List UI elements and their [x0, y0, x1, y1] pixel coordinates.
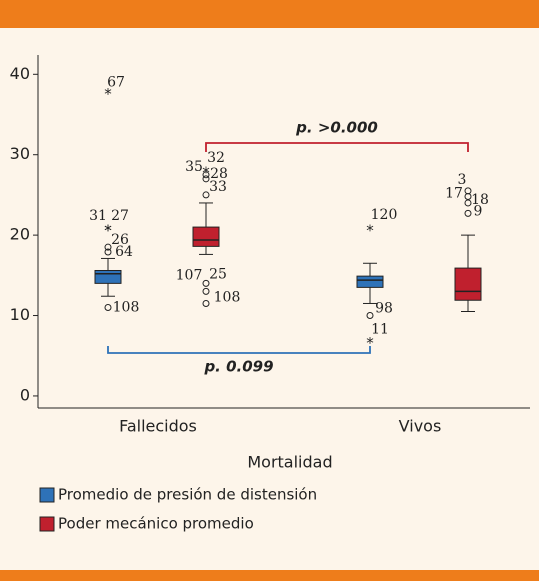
outlier-star: *	[104, 222, 112, 240]
box	[192, 226, 220, 247]
x-tick-label: Fallecidos	[119, 417, 197, 436]
outlier-label: 26	[111, 232, 129, 248]
outlier-circle	[464, 199, 472, 207]
outlier-label: 3	[458, 172, 467, 188]
outlier-label: 27	[111, 208, 129, 224]
outlier-star: *	[366, 222, 374, 240]
outlier-label: 35	[185, 159, 203, 175]
outlier-circle	[464, 209, 472, 217]
outlier-label: 67	[107, 74, 125, 90]
outlier-circle	[202, 287, 210, 295]
outlier-label: 108	[113, 299, 140, 315]
y-tick-label: 10	[10, 305, 30, 324]
outlier-circle	[104, 303, 112, 311]
legend-swatch	[39, 487, 55, 503]
y-tick-label: 20	[10, 225, 30, 244]
box	[94, 269, 122, 284]
outlier-circle	[202, 279, 210, 287]
top-band	[0, 0, 539, 28]
outlier-label: 9	[474, 203, 483, 219]
outlier-label: 120	[371, 207, 398, 223]
bracket-label: p. >0.000	[295, 119, 378, 137]
outlier-label: 107	[176, 267, 203, 283]
bottom-band	[0, 570, 539, 581]
outlier-label: 11	[371, 322, 389, 338]
outlier-star: *	[366, 334, 374, 352]
legend-label: Poder mecánico promedio	[58, 515, 254, 533]
outlier-label: 32	[207, 150, 225, 166]
outlier-label: 108	[214, 289, 241, 305]
y-tick-label: 40	[10, 64, 30, 83]
outlier-circle	[202, 191, 210, 199]
bracket	[107, 346, 371, 354]
outlier-star: *	[202, 164, 210, 182]
bracket-label: p. 0.099	[203, 358, 273, 376]
outlier-label: 33	[209, 179, 227, 195]
y-tick-label: 30	[10, 144, 30, 163]
outlier-star: *	[104, 222, 112, 240]
outlier-label: 31	[89, 208, 107, 224]
outlier-circle	[202, 299, 210, 307]
outlier-label: 25	[209, 266, 227, 282]
outlier-circle	[104, 243, 112, 251]
outlier-circle	[366, 312, 374, 320]
outlier-label: 98	[375, 301, 393, 317]
y-tick-label: 0	[20, 385, 30, 404]
box	[356, 275, 384, 288]
outlier-label: 64	[115, 244, 133, 260]
outlier-star: *	[104, 85, 112, 103]
box	[454, 267, 482, 301]
outlier-circle	[202, 171, 210, 179]
x-axis-label: Mortalidad	[247, 453, 332, 472]
outlier-circle	[202, 175, 210, 183]
outlier-circle	[104, 248, 112, 256]
x-tick-label: Vivos	[399, 417, 442, 436]
outlier-label: 18	[471, 192, 489, 208]
legend-swatch	[39, 516, 55, 532]
outlier-label: 17	[445, 186, 463, 202]
legend-label: Promedio de presión de distensión	[58, 486, 317, 504]
outlier-label: 28	[210, 166, 228, 182]
bracket	[205, 142, 469, 152]
